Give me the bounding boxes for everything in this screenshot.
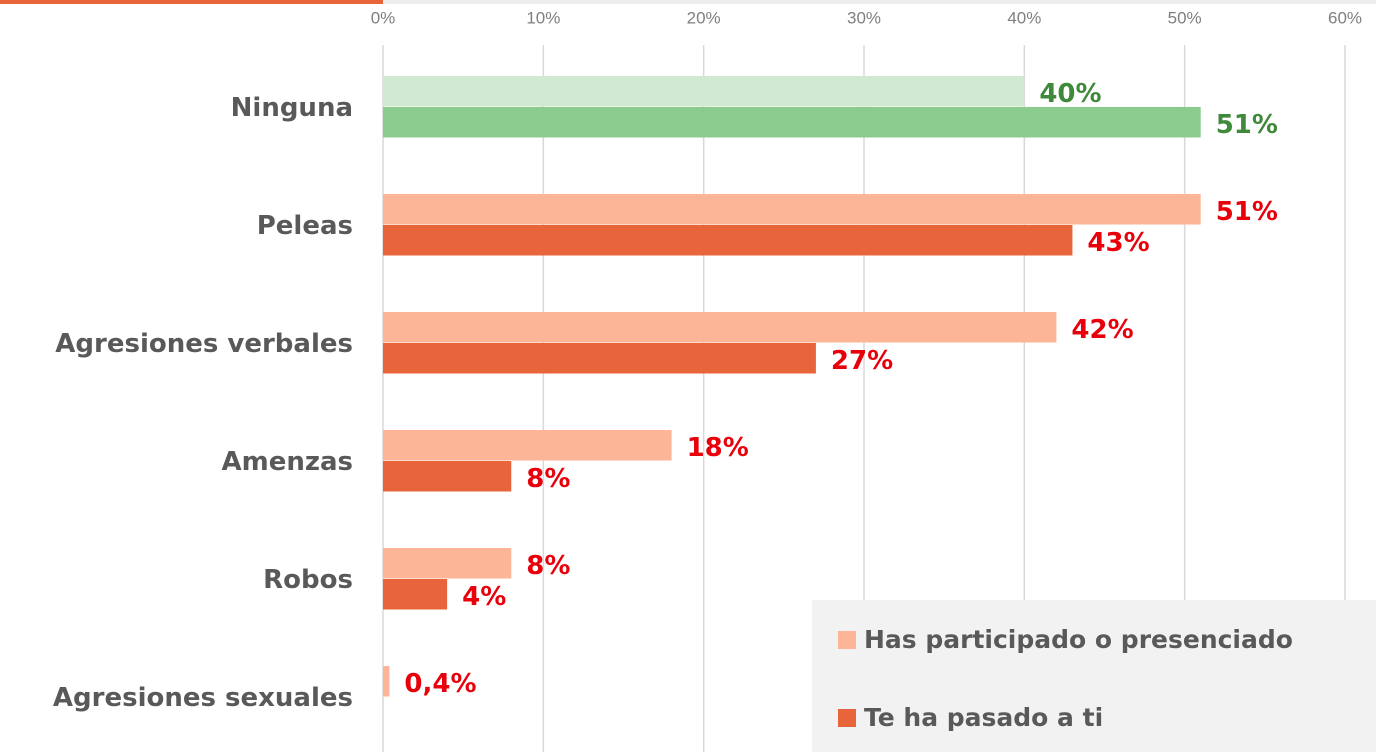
category-label: Agresiones verbales: [55, 329, 353, 359]
x-tick-label: 30%: [847, 8, 881, 27]
bar: [383, 430, 672, 461]
bar: [383, 548, 512, 579]
legend-label: Has participado o presenciado: [864, 625, 1293, 654]
data-label: 8%: [526, 464, 570, 494]
category-label: Ninguna: [231, 93, 353, 123]
data-label: 8%: [526, 551, 570, 581]
data-label: 51%: [1216, 110, 1278, 140]
legend-box: [812, 600, 1376, 752]
data-label: 0,4%: [404, 669, 476, 699]
data-label: 42%: [1071, 315, 1133, 345]
bar: [383, 107, 1201, 138]
data-label: 4%: [462, 582, 506, 612]
x-tick-label: 20%: [687, 8, 721, 27]
bar: [383, 579, 448, 610]
data-label: 43%: [1087, 228, 1149, 258]
data-label: 51%: [1216, 197, 1278, 227]
data-label: 40%: [1039, 79, 1101, 109]
data-label: 27%: [831, 346, 893, 376]
bar: [383, 194, 1201, 225]
category-label: Amenzas: [221, 447, 353, 477]
legend-label: Te ha pasado a ti: [864, 703, 1103, 732]
category-label: Agresiones sexuales: [53, 683, 353, 713]
bar: [383, 225, 1073, 256]
x-tick-label: 10%: [526, 8, 560, 27]
bar: [383, 461, 512, 492]
x-tick-label: 0%: [371, 8, 396, 27]
top-strip: [0, 0, 1376, 4]
category-label: Peleas: [257, 211, 353, 241]
bar: [383, 312, 1057, 343]
x-tick-label: 40%: [1007, 8, 1041, 27]
x-tick-label: 50%: [1168, 8, 1202, 27]
x-tick-label: 60%: [1328, 8, 1362, 27]
data-label: 18%: [687, 433, 749, 463]
legend-swatch: [838, 709, 856, 727]
category-label: Robos: [263, 565, 353, 595]
legend: Has participado o presenciado Te ha pasad…: [812, 600, 1376, 752]
bars: Ninguna 40% 51% Peleas 51% 43% Agresiones verb…: [53, 76, 1278, 713]
bar: [383, 76, 1025, 107]
top-accent: [0, 0, 383, 4]
bar: [383, 343, 816, 374]
legend-swatch: [838, 631, 856, 649]
bar: [383, 666, 390, 697]
